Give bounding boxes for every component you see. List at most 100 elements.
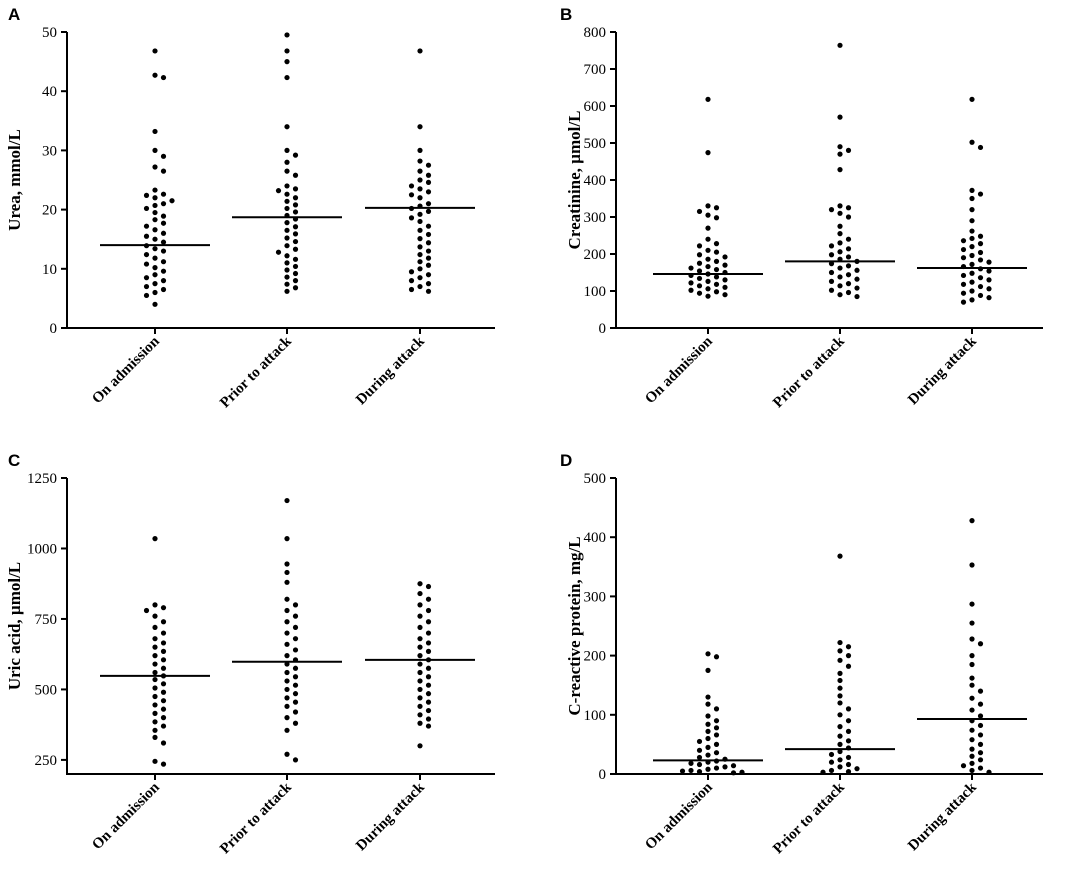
data-point xyxy=(845,289,852,296)
data-point xyxy=(969,562,975,568)
data-point xyxy=(969,682,975,688)
data-point xyxy=(292,602,299,608)
data-point xyxy=(986,286,992,292)
data-point xyxy=(425,682,432,688)
data-point xyxy=(713,732,720,738)
data-point xyxy=(837,114,843,120)
data-point xyxy=(152,653,158,659)
data-point xyxy=(969,661,975,668)
y-tick-label: 30 xyxy=(42,143,57,159)
data-point xyxy=(417,624,423,631)
data-point xyxy=(425,172,432,178)
data-point xyxy=(837,210,843,216)
data-point xyxy=(284,641,290,647)
data-point xyxy=(417,283,423,290)
panel-letter: C xyxy=(8,451,20,470)
data-point xyxy=(977,757,984,763)
data-point xyxy=(969,235,975,242)
data-point xyxy=(160,278,167,284)
data-point xyxy=(284,191,290,197)
data-point xyxy=(284,288,290,294)
data-point xyxy=(417,195,423,201)
data-point xyxy=(705,766,711,772)
data-point xyxy=(837,748,843,755)
data-point xyxy=(977,741,984,748)
data-point xyxy=(837,670,843,676)
data-point xyxy=(292,682,299,688)
data-point xyxy=(722,292,728,298)
data-point xyxy=(845,644,852,650)
data-point xyxy=(417,266,423,272)
data-point xyxy=(160,201,167,207)
data-point xyxy=(425,288,432,294)
panel-letter: A xyxy=(8,5,20,24)
data-point xyxy=(969,518,975,524)
data-point xyxy=(284,619,290,625)
data-point xyxy=(837,553,843,559)
data-point xyxy=(828,207,835,213)
data-point xyxy=(152,719,158,725)
data-point xyxy=(977,750,984,756)
data-point xyxy=(152,727,158,733)
data-point xyxy=(417,168,423,174)
data-point xyxy=(152,72,158,78)
data-point xyxy=(854,285,860,291)
data-point xyxy=(417,211,423,217)
data-point xyxy=(845,738,852,744)
data-point xyxy=(160,706,167,712)
data-point xyxy=(969,244,975,250)
data-point xyxy=(284,751,290,757)
y-tick-label: 400 xyxy=(584,173,607,189)
data-point xyxy=(425,723,432,729)
data-point xyxy=(837,42,843,48)
data-point xyxy=(828,767,835,774)
data-point xyxy=(152,636,158,642)
data-point xyxy=(960,281,967,287)
data-point xyxy=(275,188,282,194)
data-point xyxy=(160,715,167,721)
data-point xyxy=(696,208,703,215)
data-point xyxy=(417,177,423,183)
data-point xyxy=(969,737,975,743)
data-point xyxy=(417,581,423,587)
data-point xyxy=(425,262,432,268)
data-point xyxy=(688,287,694,293)
data-point xyxy=(160,689,167,695)
data-point xyxy=(152,202,158,209)
data-point xyxy=(820,769,826,775)
y-tick-label: 400 xyxy=(584,530,607,546)
data-point xyxy=(417,275,423,281)
data-point xyxy=(722,277,728,283)
data-point xyxy=(284,253,290,259)
data-point xyxy=(969,695,975,701)
data-point xyxy=(705,247,711,253)
data-point xyxy=(143,233,150,239)
y-tick-label: 750 xyxy=(35,612,58,628)
data-point xyxy=(152,685,158,691)
data-point xyxy=(713,741,720,748)
data-point xyxy=(837,677,843,684)
data-point xyxy=(713,241,720,247)
data-point xyxy=(688,760,694,766)
data-point xyxy=(425,648,432,654)
data-point xyxy=(417,590,423,597)
data-point xyxy=(417,669,423,676)
y-tick-label: 700 xyxy=(584,62,607,78)
data-point xyxy=(152,289,158,296)
data-point xyxy=(688,265,694,271)
y-tick-label: 200 xyxy=(584,247,607,263)
data-point xyxy=(160,698,167,704)
data-point xyxy=(417,720,423,726)
data-point xyxy=(960,272,967,279)
data-point xyxy=(845,728,852,734)
data-point xyxy=(408,269,415,275)
data-point xyxy=(284,669,290,676)
data-point xyxy=(705,701,711,707)
data-point xyxy=(969,96,975,102)
data-point xyxy=(425,201,432,207)
x-category-label: During attack xyxy=(905,779,980,854)
data-point xyxy=(417,251,423,258)
data-point xyxy=(828,269,835,276)
data-point xyxy=(705,225,711,231)
y-axis-title: Urea, mmol/L xyxy=(5,129,24,231)
